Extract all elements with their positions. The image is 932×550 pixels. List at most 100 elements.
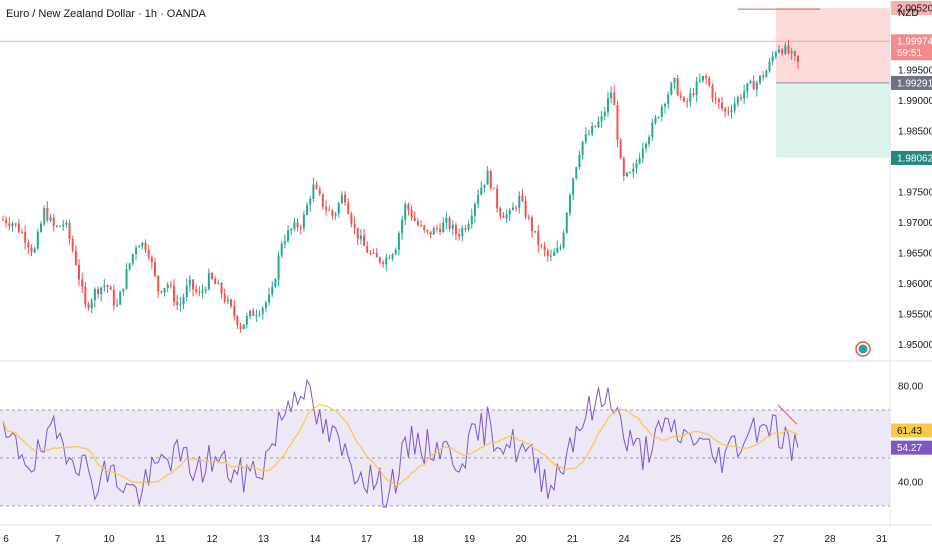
- candle-body: [603, 111, 606, 117]
- candle-body: [230, 299, 233, 307]
- candle-body: [429, 231, 432, 235]
- candle-body: [169, 284, 172, 286]
- candle-body: [654, 117, 657, 123]
- currency-label: NZD: [898, 8, 919, 19]
- candle-body: [724, 108, 727, 112]
- price-tick-label: 1.98500: [898, 127, 932, 138]
- candle-body: [30, 247, 33, 253]
- price-tick-label: 1.97000: [898, 218, 932, 229]
- time-tick-label: 20: [515, 534, 527, 545]
- candle-body: [657, 116, 660, 118]
- candle-body: [572, 178, 575, 196]
- candle-body: [717, 98, 720, 103]
- candle-body: [787, 45, 790, 54]
- take-profit-zone: [776, 82, 890, 158]
- candle-body: [321, 194, 324, 207]
- candle-body: [401, 219, 404, 234]
- candle-body: [682, 97, 685, 102]
- candle-body: [382, 262, 385, 265]
- time-tick-label: 12: [206, 534, 218, 545]
- candle-body: [686, 101, 689, 103]
- candle-body: [499, 208, 502, 216]
- time-tick-label: 26: [721, 534, 733, 545]
- candle-body: [268, 294, 271, 303]
- candle-body: [138, 246, 141, 248]
- candle-body: [543, 246, 546, 251]
- rsi-ma-value: 61.43: [897, 426, 922, 437]
- candle-body: [68, 222, 71, 239]
- candle-body: [591, 125, 594, 135]
- candle-body: [242, 324, 245, 330]
- candle-body: [258, 314, 261, 316]
- candle-body: [280, 243, 283, 256]
- candle-body: [622, 158, 625, 177]
- candle-body: [651, 122, 654, 137]
- candle-body: [55, 225, 58, 227]
- candle-body: [711, 85, 714, 98]
- candle-body: [492, 188, 495, 190]
- time-tick-label: 28: [824, 534, 836, 545]
- candle-body: [644, 143, 647, 149]
- candle-body: [774, 52, 777, 57]
- candle-body: [508, 210, 511, 215]
- time-tick-label: 24: [618, 534, 630, 545]
- rsi-line: [2, 378, 799, 508]
- candle-body: [21, 232, 24, 234]
- candle-body: [416, 220, 419, 226]
- candle-body: [372, 252, 375, 254]
- candle-body: [185, 285, 188, 298]
- candle-body: [74, 250, 77, 265]
- candle-body: [670, 83, 673, 95]
- candle-body: [264, 302, 267, 308]
- candle-body: [470, 215, 473, 225]
- candle-body: [575, 167, 578, 179]
- candle-body: [423, 225, 426, 230]
- candle-body: [109, 287, 112, 290]
- candle-body: [100, 287, 103, 295]
- candle-body: [173, 285, 176, 302]
- candle-body: [49, 217, 52, 221]
- candle-body: [385, 257, 388, 265]
- candle-body: [426, 229, 429, 232]
- rsi-value: 54.27: [897, 443, 922, 454]
- candle-body: [293, 222, 296, 229]
- candle-body: [112, 289, 115, 306]
- candle-body: [679, 95, 682, 98]
- candle-body: [353, 224, 356, 228]
- candle-body: [150, 257, 153, 263]
- candle-body: [473, 203, 476, 216]
- candle-body: [290, 228, 293, 231]
- candle-body: [641, 148, 644, 159]
- candle-body: [97, 289, 100, 295]
- candle-body: [597, 121, 600, 127]
- price-tick-label: 1.99000: [898, 96, 932, 107]
- candle-body: [797, 55, 799, 63]
- candle-body: [632, 168, 635, 173]
- candle-body: [147, 250, 150, 258]
- candle-body: [511, 207, 514, 211]
- price-tick-label: 1.96000: [898, 279, 932, 290]
- candle-body: [638, 158, 641, 164]
- candle-body: [166, 284, 169, 289]
- target-price-label: 1.98062: [897, 153, 932, 164]
- candle-body: [328, 209, 331, 211]
- candle-body: [125, 269, 128, 289]
- last-price-label: 1.99974: [897, 37, 932, 48]
- candle-body: [223, 294, 226, 302]
- candle-body: [515, 207, 518, 209]
- entry-price-label-bg: [891, 75, 932, 90]
- candle-body: [448, 217, 451, 229]
- candle-body: [701, 75, 704, 81]
- candle-body: [306, 205, 309, 215]
- candle-body: [705, 75, 708, 78]
- candle-body: [781, 49, 784, 54]
- candle-body: [116, 304, 119, 306]
- candle-body: [135, 247, 138, 255]
- candle-body: [344, 194, 347, 203]
- candle-body: [27, 242, 30, 248]
- candle-body: [245, 316, 248, 325]
- rsi-divergence-line: [777, 404, 798, 425]
- time-tick-label: 25: [670, 534, 682, 545]
- time-tick-label: 27: [773, 534, 785, 545]
